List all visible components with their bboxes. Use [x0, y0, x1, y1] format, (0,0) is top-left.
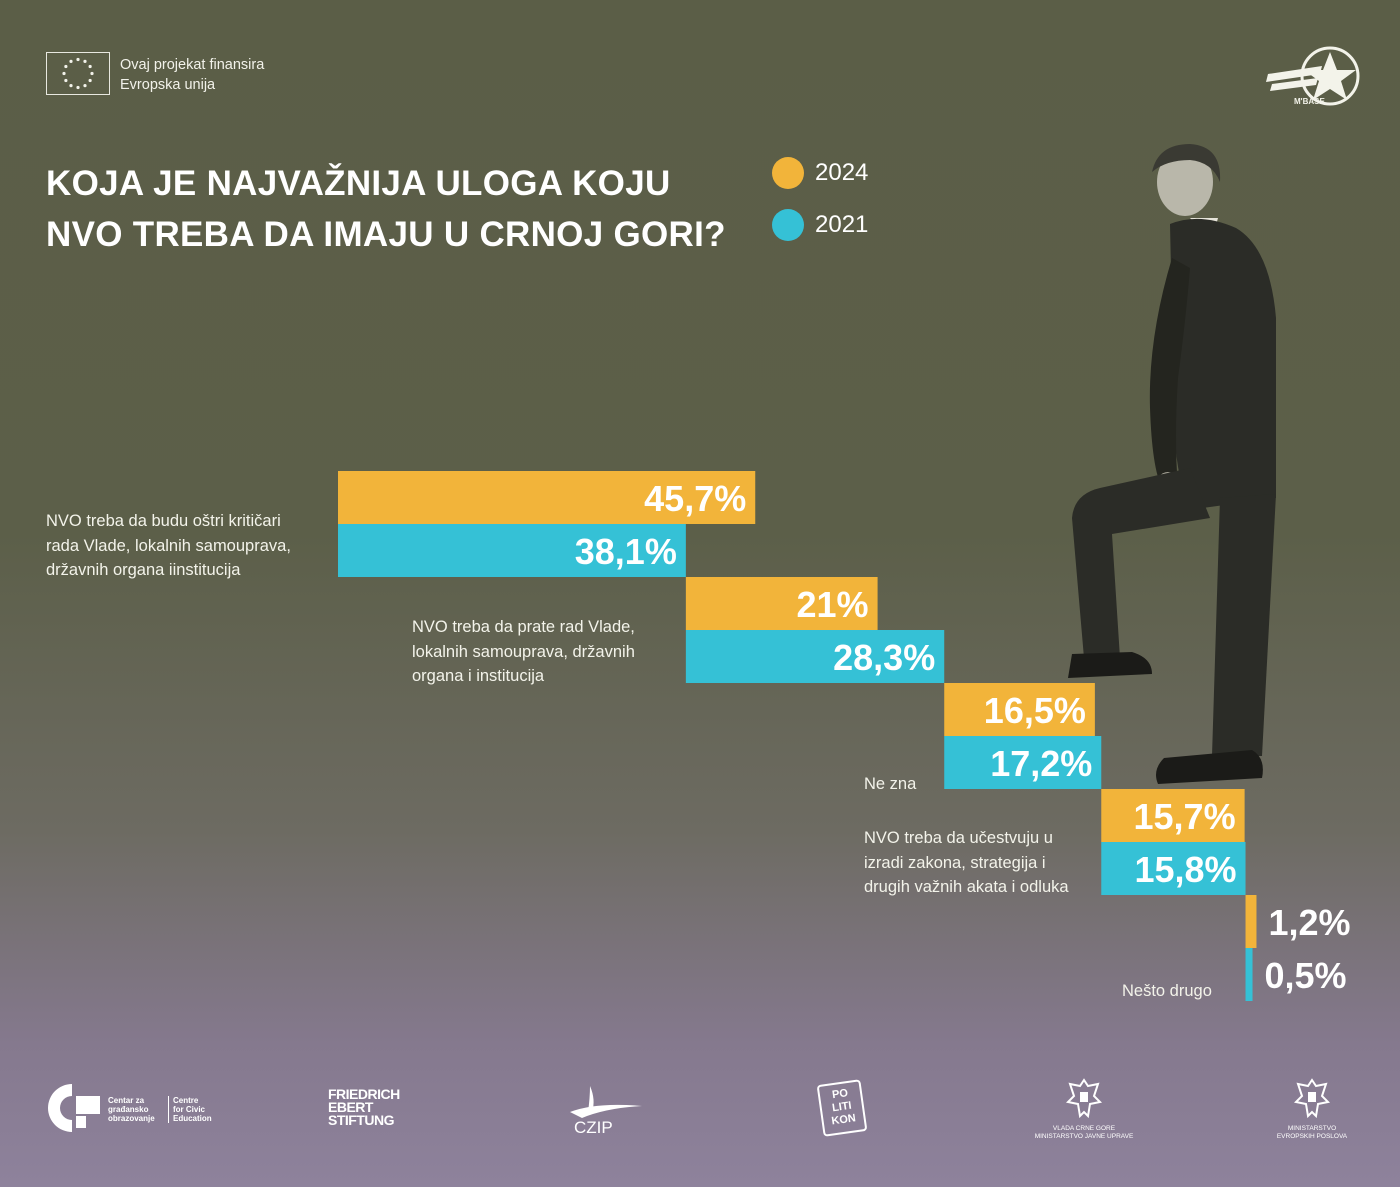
czip-logo: CZIP — [566, 1082, 646, 1138]
eu-star — [69, 84, 73, 88]
man-climbing-stairs-illustration — [1068, 144, 1276, 784]
bar-2024-4 — [1245, 895, 1257, 948]
category-label-participation: NVO treba da učestvuju u izradi zakona, … — [864, 826, 1069, 900]
value-label-2024-4: 1,2% — [1268, 902, 1350, 943]
gov2-line1: MINISTARSTVO — [1287, 1125, 1337, 1132]
value-label-2021-3: 15,8% — [1134, 849, 1236, 890]
mbase-logo-text: M'BASE — [1294, 97, 1325, 106]
category-label-dont-know: Ne zna — [864, 772, 916, 797]
fes-line3: STIFTUNG — [328, 1112, 394, 1128]
value-label-2024-0: 45,7% — [644, 478, 746, 519]
montenegro-coat-of-arms-icon — [1065, 1078, 1103, 1119]
fes-logo: FRIEDRICH EBERT STIFTUNG — [328, 1086, 400, 1128]
category-label-line: organa i institucija — [412, 667, 545, 685]
cge-logo-icon — [48, 1084, 100, 1132]
category-label-critics: NVO treba da budu oštri kritičari rada V… — [46, 509, 291, 583]
bar-2021-4 — [1245, 948, 1253, 1001]
category-label-line: NVO treba da učestvuju u — [864, 829, 1053, 847]
value-label-2024-1: 21% — [797, 584, 869, 625]
cge-text-local: Centar za građansko obrazovanje — [108, 1096, 168, 1123]
eu-star — [88, 64, 92, 69]
cge-en-line2: for Civic — [173, 1105, 206, 1114]
cge-line2: građansko — [108, 1105, 149, 1114]
montenegro-coat-of-arms-icon — [1293, 1078, 1331, 1119]
category-label-line: NVO treba da prate rad Vlade, — [412, 618, 635, 636]
title-line2: NVO TREBA DA IMAJU U CRNOJ GORI? — [46, 215, 726, 254]
value-label-2024-3: 15,7% — [1134, 796, 1236, 837]
bar-2021-2 — [944, 736, 1102, 789]
bar-2024-2 — [944, 683, 1095, 736]
category-label-line: lokalnih samouprava, državnih — [412, 642, 635, 661]
value-label-2021-0: 38,1% — [575, 531, 677, 572]
eu-star — [88, 78, 92, 83]
legend-label-2024: 2024 — [815, 159, 869, 186]
legend-dot-2024 — [772, 157, 804, 189]
cge-en-line1: Centre — [173, 1096, 199, 1105]
category-label-monitoring: NVO treba da prate rad Vlade, lokalnih s… — [412, 615, 635, 689]
cge-text-english: Centre for Civic Education — [168, 1096, 223, 1123]
gov1-line2: MINISTARSTVO JAVNE UPRAVE — [1034, 1133, 1134, 1140]
eu-star — [76, 57, 80, 62]
bar-2021-1 — [685, 630, 945, 683]
chart-title: KOJA JE NAJVAŽNIJA ULOGA KOJU NVO TREBA … — [46, 158, 726, 260]
gov2-line2: EVROPSKIH POSLOVA — [1276, 1133, 1348, 1140]
category-label-line: rada Vlade, lokalnih samouprava, — [46, 536, 291, 555]
gov1-line1: VLADA CRNE GORE — [1052, 1125, 1116, 1132]
eu-text-line2: Evropska unija — [120, 77, 216, 93]
category-label-line: izradi zakona, strategija i — [864, 853, 1046, 872]
eu-stars-icon — [62, 57, 94, 90]
politikon-logo: PO LITI KON — [816, 1079, 868, 1137]
cge-en-line3: Education — [173, 1114, 212, 1123]
legend-dot-2021 — [772, 209, 804, 241]
mbase-logo-icon: M'BASE — [1266, 46, 1360, 106]
eu-text-line1: Ovaj projekat finansira — [120, 57, 265, 73]
category-label-line: drugih važnih akata i odluka — [864, 878, 1069, 896]
fes-line1: FRIEDRICH — [328, 1086, 400, 1102]
eu-star — [76, 85, 80, 90]
bar-2024-3 — [1101, 789, 1245, 842]
category-label-line: NVO treba da budu oštri kritičari — [46, 512, 281, 530]
eu-star — [62, 71, 66, 76]
bar-2024-1 — [685, 577, 878, 630]
category-label-other: Nešto drugo — [1122, 979, 1212, 1004]
value-label-2024-2: 16,5% — [984, 690, 1086, 731]
bar-2024-0 — [338, 471, 756, 524]
value-label-2021-1: 28,3% — [833, 637, 935, 678]
czip-bird-icon — [570, 1086, 642, 1118]
eu-star — [64, 64, 68, 69]
czip-text: CZIP — [574, 1118, 613, 1137]
cge-line1: Centar za — [108, 1096, 145, 1105]
eu-star — [83, 59, 87, 63]
legend-label-2021: 2021 — [815, 211, 869, 238]
category-label-line: Nešto drugo — [1122, 982, 1212, 1000]
eu-star — [64, 78, 68, 83]
gov-public-admin-logo: VLADA CRNE GORE MINISTARSTVO JAVNE UPRAV… — [1024, 1076, 1144, 1141]
eu-star — [90, 71, 94, 76]
category-label-line: državnih organa iinstitucija — [46, 561, 241, 579]
value-label-2021-2: 17,2% — [990, 743, 1092, 784]
category-label-line: Ne zna — [864, 775, 917, 793]
value-label-2021-4: 0,5% — [1265, 955, 1347, 996]
eu-star — [69, 59, 73, 63]
eu-flag-icon — [46, 52, 110, 95]
bar-2021-0 — [338, 524, 686, 577]
gov-european-affairs-logo: MINISTARSTVO EVROPSKIH POSLOVA — [1262, 1076, 1362, 1141]
eu-funding-text: Ovaj projekat finansira Evropska unija — [120, 55, 264, 95]
bar-2021-3 — [1101, 842, 1246, 895]
title-line1: KOJA JE NAJVAŽNIJA ULOGA KOJU — [46, 164, 671, 203]
cge-line3: obrazovanje — [108, 1114, 155, 1123]
fes-line2: EBERT — [328, 1099, 373, 1115]
eu-star — [83, 84, 87, 88]
